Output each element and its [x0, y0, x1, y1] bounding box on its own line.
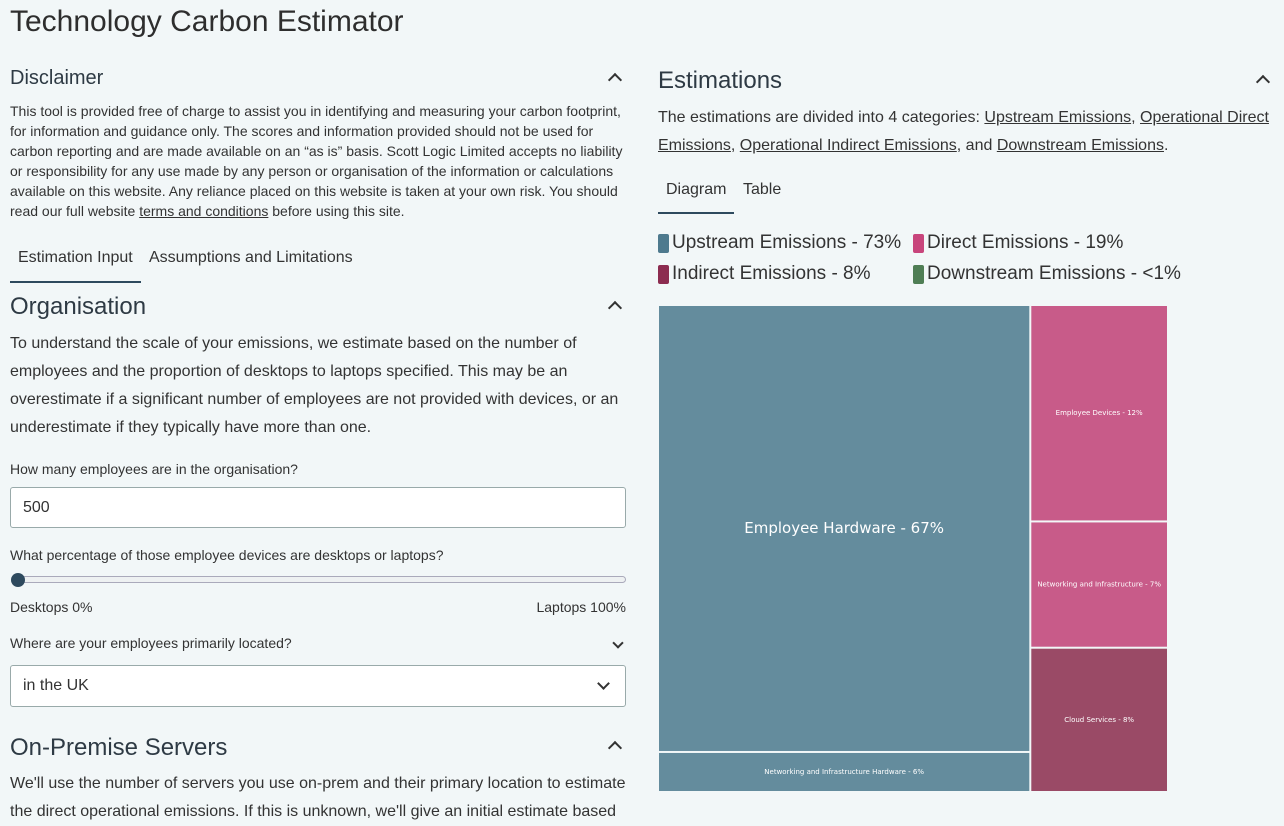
text: This tool is provided free of charge to … — [10, 103, 623, 219]
treemap-cell — [1031, 306, 1167, 521]
text: before using this site. — [268, 203, 405, 219]
text: The estimations are divided into 4 categ… — [658, 109, 985, 126]
legend-label: Upstream Emissions - 73% — [672, 232, 902, 253]
treemap: Employee Hardware - 67% Networking and In… — [659, 306, 1167, 791]
collapse-icon[interactable] — [607, 72, 623, 88]
legend-label: Indirect Emissions - 8% — [672, 263, 871, 284]
section-title: Organisation — [10, 293, 147, 320]
text: , and — [956, 137, 997, 154]
treemap-label: Networking and Infrastructure Hardware -… — [764, 768, 924, 776]
treemap-label: Networking and Infrastructure - 7% — [1037, 581, 1161, 589]
tab[interactable]: Table — [743, 181, 782, 198]
select-value: in the UK — [23, 677, 89, 694]
legend-item[interactable]: Indirect Emissions - 8% — [658, 263, 871, 285]
treemap-label: Cloud Services - 8% — [1064, 716, 1134, 724]
legend-swatch — [913, 233, 924, 253]
tab[interactable]: Assumptions and Limitations — [149, 249, 353, 266]
slider-max-label: Laptops 100% — [536, 599, 626, 615]
treemap-cell — [659, 306, 1030, 751]
section-text: To understand the scale of your emission… — [10, 335, 619, 436]
legend-item[interactable]: Upstream Emissions - 73% — [658, 232, 901, 254]
legend: Upstream Emissions - 73% Direct Emissions… — [658, 232, 1278, 294]
treemap-cell — [659, 752, 1030, 791]
slider-track[interactable] — [12, 576, 626, 583]
treemap-label: Employee Hardware - 67% — [744, 519, 944, 537]
tab[interactable]: Diagram — [666, 181, 727, 198]
estimations-intro: The estimations are divided into 4 categ… — [658, 104, 1276, 160]
field-label: How many employees are in the organisati… — [10, 461, 298, 477]
slider-min-label: Desktops 0% — [10, 599, 93, 615]
input-value: 500 — [23, 499, 50, 516]
text: . — [1163, 137, 1169, 154]
slider-thumb[interactable] — [11, 573, 25, 587]
tab-underline — [658, 212, 734, 214]
treemap-label: Employee Devices - 12% — [1056, 409, 1143, 417]
collapse-icon[interactable] — [607, 740, 623, 756]
link[interactable]: Operational Indirect Emissions — [739, 137, 957, 154]
legend-item[interactable]: Direct Emissions - 19% — [913, 232, 1123, 254]
text: , — [1131, 109, 1140, 126]
link[interactable]: Operational Direct Emissions — [658, 109, 1269, 154]
legend-item[interactable]: Downstream Emissions - <1% — [913, 263, 1181, 285]
treemap-cell — [1031, 522, 1167, 647]
tab[interactable]: Estimation Input — [18, 249, 133, 266]
field-label: Where are your employees primarily locat… — [10, 635, 292, 651]
collapse-icon[interactable] — [607, 300, 623, 316]
expand-icon[interactable] — [612, 637, 624, 649]
page-title: Technology Carbon Estimator — [10, 5, 404, 38]
legend-label: Downstream Emissions - <1% — [927, 263, 1181, 284]
section-title: Disclaimer — [10, 67, 104, 89]
section-title: On-Premise Servers — [10, 734, 228, 761]
tab-underline — [10, 281, 141, 283]
link[interactable]: terms and conditions — [139, 203, 269, 219]
section-text: We'll use the number of servers you use … — [10, 775, 626, 820]
text-input[interactable]: 500 — [10, 487, 626, 528]
dropdown-icon — [597, 677, 610, 690]
legend-label: Direct Emissions - 19% — [927, 232, 1124, 253]
section-title: Estimations — [658, 67, 783, 94]
legend-swatch — [913, 264, 924, 284]
collapse-icon[interactable] — [1255, 74, 1271, 90]
link[interactable]: Upstream Emissions — [984, 109, 1132, 126]
link[interactable]: Downstream Emissions — [996, 137, 1164, 154]
select[interactable]: in the UK — [10, 665, 626, 707]
legend-swatch — [658, 264, 669, 284]
field-label: What percentage of those employee device… — [10, 547, 444, 563]
treemap-cell — [1031, 648, 1167, 791]
text: , — [730, 137, 740, 154]
disclaimer-text: This tool is provided free of charge to … — [10, 101, 626, 221]
legend-swatch — [658, 233, 669, 253]
